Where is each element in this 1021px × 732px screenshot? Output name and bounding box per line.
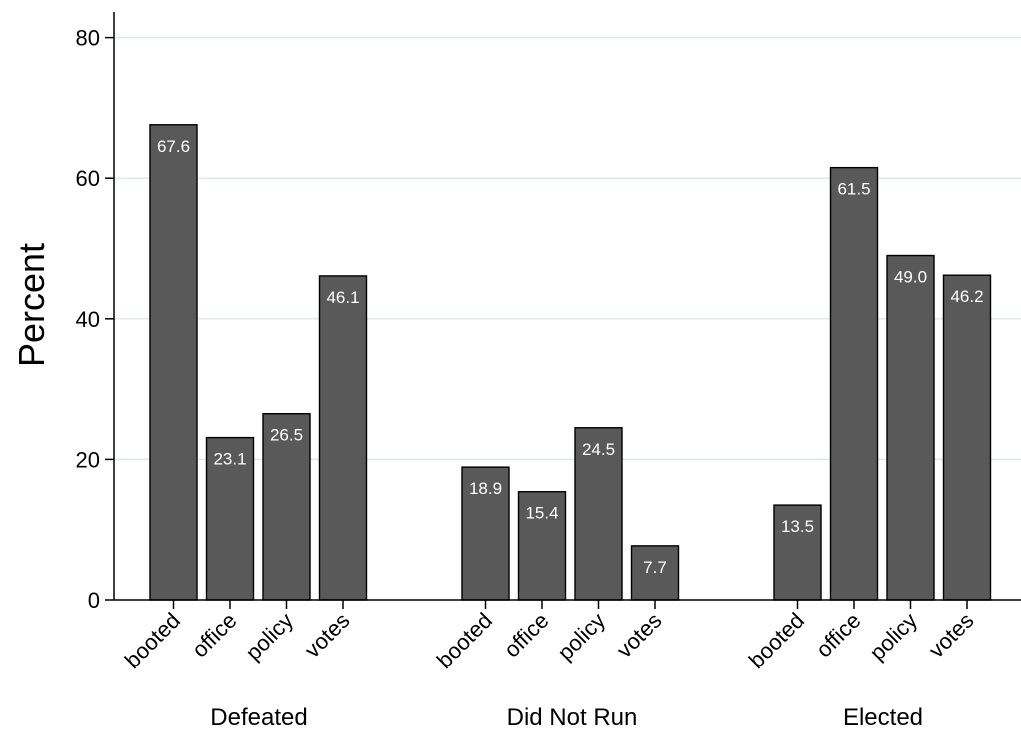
data-label: 15.4 — [525, 504, 558, 523]
bar-did-not-run-votes — [630, 545, 680, 601]
category-label-votes: votes — [300, 608, 355, 663]
category-label-office: office — [187, 608, 242, 663]
y-axis-label: Percent — [11, 243, 52, 367]
category-label-office: office — [811, 608, 866, 663]
bar-did-not-run-office — [517, 491, 567, 601]
gridlines — [114, 36, 1021, 461]
data-label: 49.0 — [894, 268, 927, 287]
bar-did-not-run-policy — [574, 427, 623, 601]
data-label: 23.1 — [213, 450, 246, 469]
y-tick-label-60: 60 — [76, 166, 100, 191]
bar-did-not-run-booted — [461, 466, 510, 601]
data-label: 24.5 — [582, 440, 615, 459]
data-label: 13.5 — [781, 517, 814, 536]
y-tick-label-40: 40 — [76, 307, 100, 332]
bar-elected-office — [829, 166, 879, 601]
y-tick-label-20: 20 — [76, 447, 100, 472]
bar-elected-policy — [886, 254, 935, 601]
category-label-booted: booted — [432, 608, 497, 673]
category-label-booted: booted — [744, 608, 809, 673]
bar-defeated-policy — [262, 413, 311, 601]
data-label: 46.1 — [326, 288, 359, 307]
bar-defeated-booted — [149, 124, 198, 601]
bar-elected-booted — [773, 504, 822, 601]
bars — [149, 124, 992, 601]
category-label-votes: votes — [924, 608, 979, 663]
category-label-office: office — [499, 608, 554, 663]
category-label-booted: booted — [120, 608, 185, 673]
data-label: 7.7 — [643, 558, 667, 577]
data-label: 46.2 — [950, 287, 983, 306]
y-tick-label-0: 0 — [88, 588, 100, 613]
data-label: 26.5 — [270, 426, 303, 445]
y-tick-label-80: 80 — [76, 26, 100, 51]
group-label-did-not-run: Did Not Run — [507, 704, 638, 731]
data-label: 18.9 — [469, 479, 502, 498]
group-label-defeated: Defeated — [210, 704, 307, 731]
axes: 0 20 40 60 80 — [76, 12, 1021, 613]
data-label: 67.6 — [157, 137, 190, 156]
bar-defeated-votes — [318, 275, 368, 601]
category-label-policy: policy — [865, 608, 922, 665]
category-label-votes: votes — [612, 608, 667, 663]
category-label-policy: policy — [553, 608, 610, 665]
category-label-policy: policy — [241, 608, 298, 665]
bar-elected-votes — [942, 274, 992, 601]
group-label-elected: Elected — [843, 704, 923, 731]
data-label: 61.5 — [837, 180, 870, 199]
